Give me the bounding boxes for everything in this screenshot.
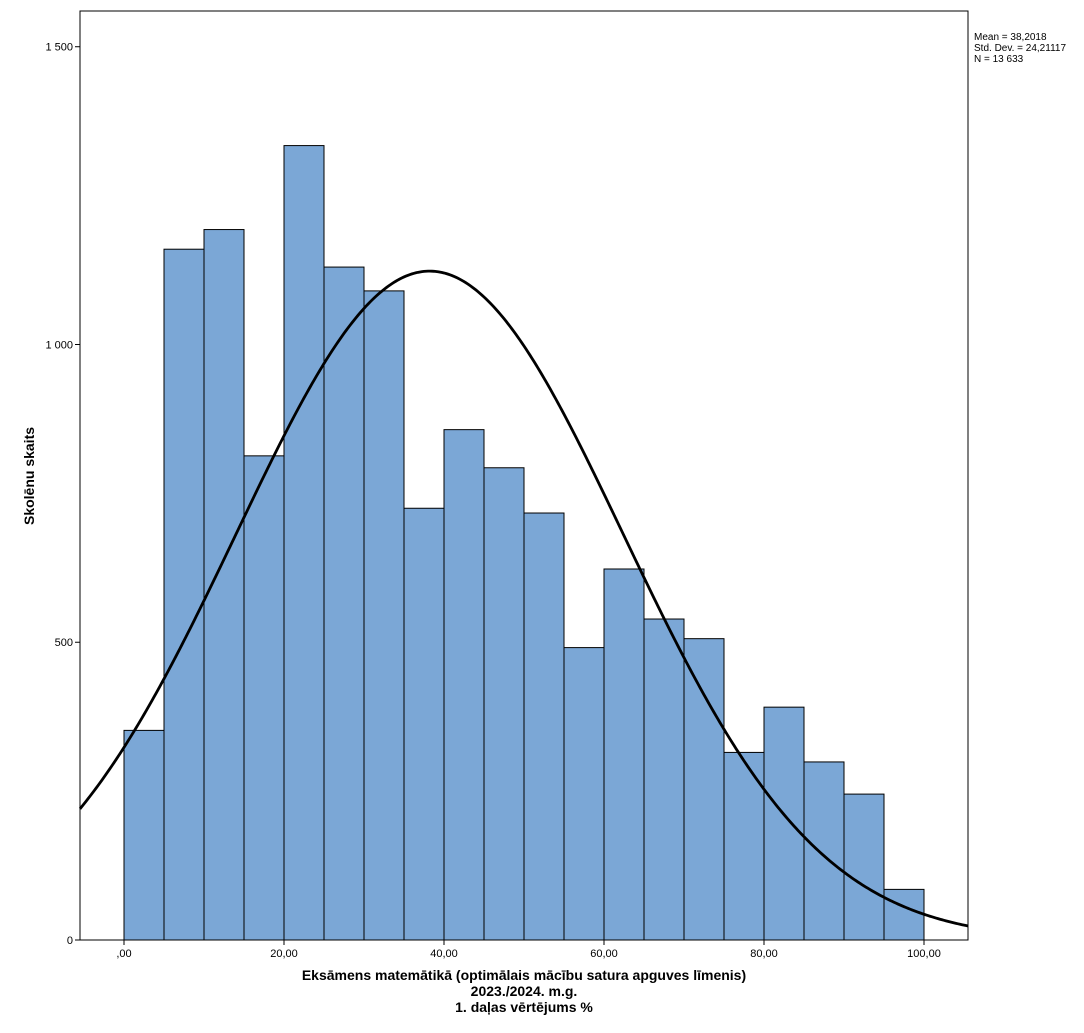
- histogram-bar: [443, 429, 485, 941]
- y-tick-label: 500: [55, 637, 73, 649]
- histogram-bar: [803, 761, 845, 941]
- plot-frame: [79, 10, 969, 941]
- histogram-bar: [563, 647, 605, 941]
- y-axis-title: Skolēnu skaits: [21, 427, 37, 525]
- stats-n: N = 13 633: [974, 54, 1024, 65]
- stats-mean: Mean = 38,2018: [974, 32, 1047, 43]
- histogram-bar: [323, 266, 365, 941]
- x-tick-label: 40,00: [430, 948, 458, 960]
- histogram-bar: [843, 793, 885, 941]
- histogram-bar: [603, 568, 645, 941]
- histogram-bar: [203, 229, 245, 941]
- histogram-bar: [243, 455, 285, 941]
- histogram-bar: [523, 512, 565, 941]
- x-axis: ,00 20,00 40,00 60,00 80,00 100,00: [116, 940, 941, 960]
- y-tick-label: 0: [67, 935, 73, 947]
- histogram-bar: [483, 467, 525, 941]
- histogram-bar: [883, 888, 925, 941]
- histogram-bar: [123, 729, 165, 941]
- histogram-bar: [643, 618, 685, 941]
- histogram-bar: [723, 751, 765, 941]
- x-tick-label: 20,00: [270, 948, 298, 960]
- histogram-bar: [403, 507, 445, 941]
- x-axis-title-line-1: Eksāmens matemātikā (optimālais mācību s…: [302, 967, 746, 983]
- y-axis: 0 500 1 000 1 500: [45, 42, 80, 947]
- x-axis-title-line-2: 2023./2024. m.g.: [471, 983, 578, 999]
- x-tick-label: ,00: [116, 948, 131, 960]
- bars-group: [123, 145, 925, 941]
- y-tick-label: 1 500: [45, 42, 73, 54]
- x-tick-label: 100,00: [907, 948, 941, 960]
- x-tick-label: 80,00: [750, 948, 778, 960]
- histogram-bar: [163, 248, 205, 941]
- normal-curve-line: [78, 269, 969, 928]
- y-tick-label: 1 000: [45, 339, 73, 351]
- histogram-bar: [363, 290, 405, 941]
- histogram-bar: [683, 638, 725, 941]
- histogram-bar: [763, 706, 805, 941]
- stats-std-dev: Std. Dev. = 24,21117: [974, 43, 1066, 54]
- histogram-bar: [283, 145, 325, 941]
- x-tick-label: 60,00: [590, 948, 618, 960]
- x-axis-title-line-3: 1. daļas vērtējums %: [455, 999, 593, 1015]
